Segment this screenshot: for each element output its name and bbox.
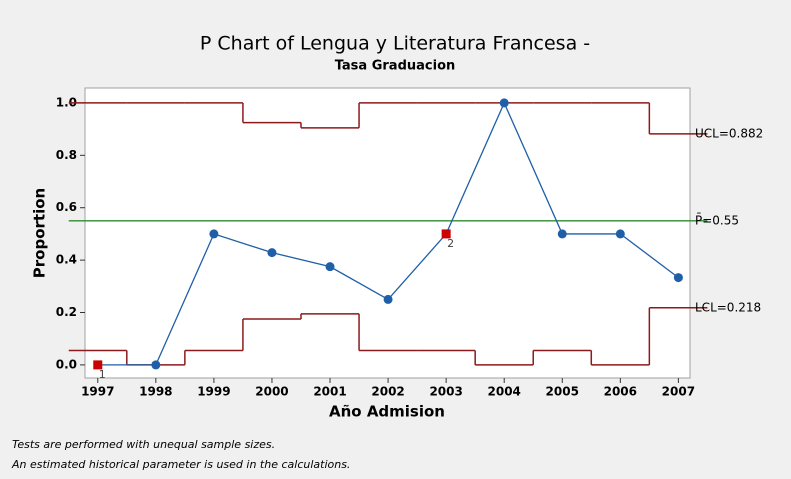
center-label: P̄=0.55 — [695, 213, 739, 227]
lcl-label: LCL=0.218 — [695, 300, 761, 314]
note: An estimated historical parameter is use… — [11, 458, 350, 471]
y-tick-label: 0.4 — [56, 253, 77, 267]
note: Tests are performed with unequal sample … — [12, 438, 275, 451]
x-tick-label: 1998 — [139, 385, 172, 399]
y-tick-label: 0.6 — [56, 200, 77, 214]
x-tick-label: 1999 — [197, 385, 230, 399]
y-axis-label: Proportion — [31, 188, 49, 278]
flagged-point — [441, 229, 451, 239]
point — [151, 360, 161, 370]
x-tick-label: 2002 — [371, 385, 404, 399]
y-tick-label: 0.0 — [56, 357, 77, 371]
chart-title: P Chart of Lengua y Literatura Francesa … — [200, 33, 590, 55]
x-tick-label: 2006 — [604, 385, 637, 399]
ucl-label: UCL=0.882 — [695, 126, 763, 140]
chart-subtitle: Tasa Graduacion — [335, 59, 456, 74]
x-tick-label: 1997 — [81, 385, 114, 399]
test-label: 1 — [99, 368, 106, 381]
x-tick-label: 2004 — [488, 385, 521, 399]
flagged-point — [93, 360, 103, 370]
point — [325, 262, 335, 272]
test-label: 2 — [447, 237, 454, 250]
y-tick-label: 0.8 — [56, 148, 77, 162]
point — [267, 248, 277, 258]
x-tick-label: 2005 — [546, 385, 579, 399]
point — [557, 229, 567, 239]
x-tick-label: 2000 — [255, 385, 288, 399]
x-tick-label: 2007 — [662, 385, 695, 399]
point — [673, 273, 683, 283]
x-tick-label: 2003 — [429, 385, 462, 399]
point — [615, 229, 625, 239]
point — [499, 98, 509, 108]
x-tick-label: 2001 — [313, 385, 346, 399]
point — [383, 294, 393, 304]
x-axis-label: Año Admision — [329, 403, 445, 421]
y-tick-label: 0.2 — [56, 305, 77, 319]
point — [209, 229, 219, 239]
y-tick-label: 1.0 — [56, 95, 77, 109]
plot-area — [84, 87, 691, 379]
